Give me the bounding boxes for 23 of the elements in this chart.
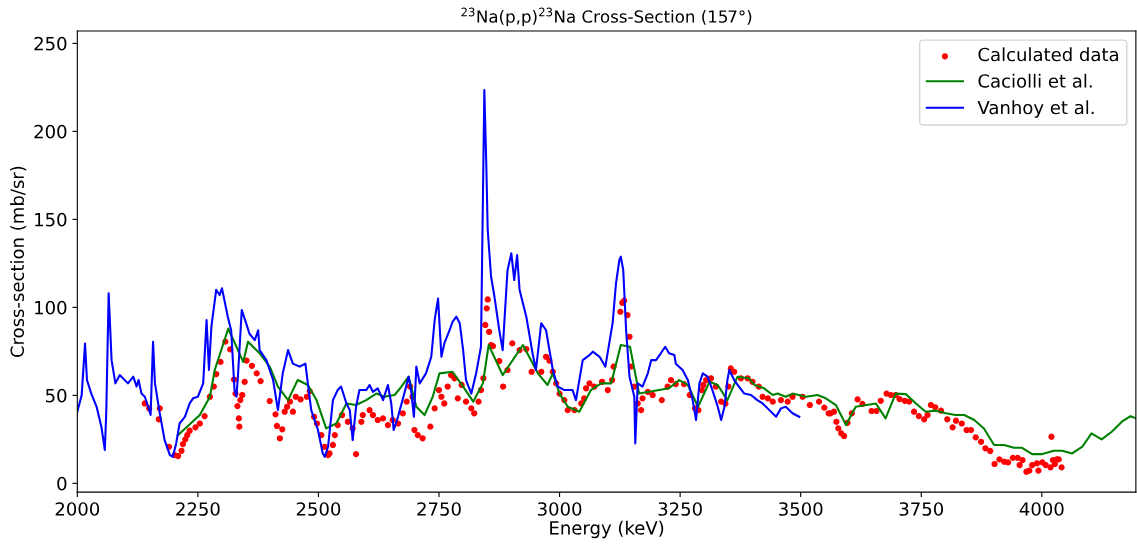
x-tick-label: 3250 — [658, 502, 702, 516]
x-tick-label: 2000 — [55, 502, 100, 516]
x-tick-label: 2500 — [296, 502, 341, 516]
x-tick-label: 2750 — [417, 502, 461, 516]
chart-title: $^{23}$Na(p,p)$^{23}$Na Cross-Section (157°) — [461, 7, 752, 27]
line-series — [77, 88, 801, 458]
legend-label: Vanhoy et al. — [977, 100, 1094, 118]
y-tick-label: 100 — [35, 300, 67, 315]
y-axis-title: Cross-section (mb/sr) — [10, 166, 27, 357]
x-tick-label: 3750 — [899, 502, 944, 516]
y-tick-label: 200 — [34, 124, 67, 139]
line-series — [177, 327, 1136, 456]
x-tick-label: 3500 — [779, 502, 823, 516]
x-tick-label: 3000 — [537, 502, 582, 516]
y-tick-label: 50 — [46, 388, 67, 403]
legend-label: Caciolli et al. — [978, 73, 1092, 88]
y-tick-label: 0 — [57, 476, 67, 491]
x-axis-title: Energy (keV) — [550, 520, 664, 539]
x-tick-label: 2250 — [176, 502, 220, 516]
x-tick-label: 4000 — [1019, 502, 1064, 516]
y-tick-label: 250 — [34, 36, 67, 51]
legend-label: Calculated data — [978, 47, 1118, 62]
y-tick-label: 150 — [35, 212, 67, 227]
